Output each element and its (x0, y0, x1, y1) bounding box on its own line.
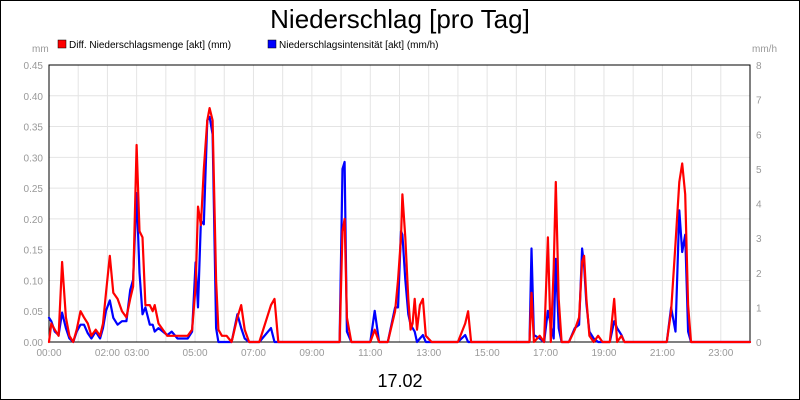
y-tick-label-right: 6 (756, 130, 762, 141)
y-tick-label-right: 3 (756, 234, 762, 245)
y-tick-label-left: 0.40 (24, 92, 44, 103)
date-label: 17.02 (377, 371, 422, 391)
left-axis-ticks: 0.00 0.05 0.10 0.15 0.20 0.25 0.30 0.35 0.40 0.45 (24, 61, 44, 349)
y-tick-label-left: 0.00 (24, 338, 44, 349)
y-tick-label-right: 2 (756, 269, 762, 280)
legend-swatch-intensitaet (267, 39, 277, 49)
legend-item-intensitaet: Niederschlagsintensität [akt] (mm/h) (267, 39, 439, 51)
x-tick-label: 19:00 (591, 348, 616, 359)
x-tick-label: 21:00 (650, 348, 675, 359)
legend-item-menge: Diff. Niederschlagsmenge [akt] (mm) (57, 39, 231, 51)
x-tick-label: 02:00 (95, 348, 120, 359)
x-tick-label: 00:00 (36, 348, 61, 359)
y-tick-label-left: 0.10 (24, 276, 44, 287)
x-tick-label: 05:00 (183, 348, 208, 359)
y-tick-label-left: 0.25 (24, 184, 44, 195)
x-tick-label: 17:00 (533, 348, 558, 359)
y-tick-label-left: 0.20 (24, 215, 44, 226)
legend: Diff. Niederschlagsmenge [akt] (mm) Nied… (57, 39, 439, 51)
y-tick-label-right: 0 (756, 338, 762, 349)
legend-swatch-menge (57, 39, 67, 49)
y-tick-label-left: 0.35 (24, 123, 44, 134)
y-tick-label-left: 0.15 (24, 246, 44, 257)
y-tick-label-right: 5 (756, 165, 762, 176)
y-tick-label-right: 4 (756, 200, 762, 211)
y-tick-label-right: 8 (756, 61, 762, 72)
series-layer (47, 107, 752, 344)
legend-label-intensitaet: Niederschlagsintensität [akt] (mm/h) (279, 40, 439, 51)
y-tick-label-right: 7 (756, 96, 762, 107)
plot-area (48, 64, 751, 343)
right-axis-unit: mm/h (752, 44, 777, 55)
series-line-menge (47, 107, 752, 344)
x-tick-label: 13:00 (416, 348, 441, 359)
left-axis-unit: mm (32, 44, 49, 55)
y-tick-label-left: 0.45 (24, 61, 44, 72)
x-tick-label: 23:00 (708, 348, 733, 359)
x-axis-ticks: 00:00 02:00 03:00 05:00 07:00 09:00 11:00 13:00… (36, 348, 733, 359)
legend-label-menge: Diff. Niederschlagsmenge [akt] (mm) (69, 40, 231, 51)
right-axis-ticks: 0 1 2 3 4 5 6 7 8 (756, 61, 762, 349)
grid (48, 64, 751, 343)
x-tick-label: 09:00 (299, 348, 324, 359)
x-tick-label: 03:00 (124, 348, 149, 359)
x-tick-label: 15:00 (475, 348, 500, 359)
y-tick-label-left: 0.05 (24, 307, 44, 318)
y-tick-label-left: 0.30 (24, 153, 44, 164)
y-tick-label-right: 1 (756, 303, 762, 314)
chart-title: Niederschlag [pro Tag] (270, 4, 530, 34)
x-tick-label: 07:00 (241, 348, 266, 359)
x-tick-label: 11:00 (358, 348, 383, 359)
